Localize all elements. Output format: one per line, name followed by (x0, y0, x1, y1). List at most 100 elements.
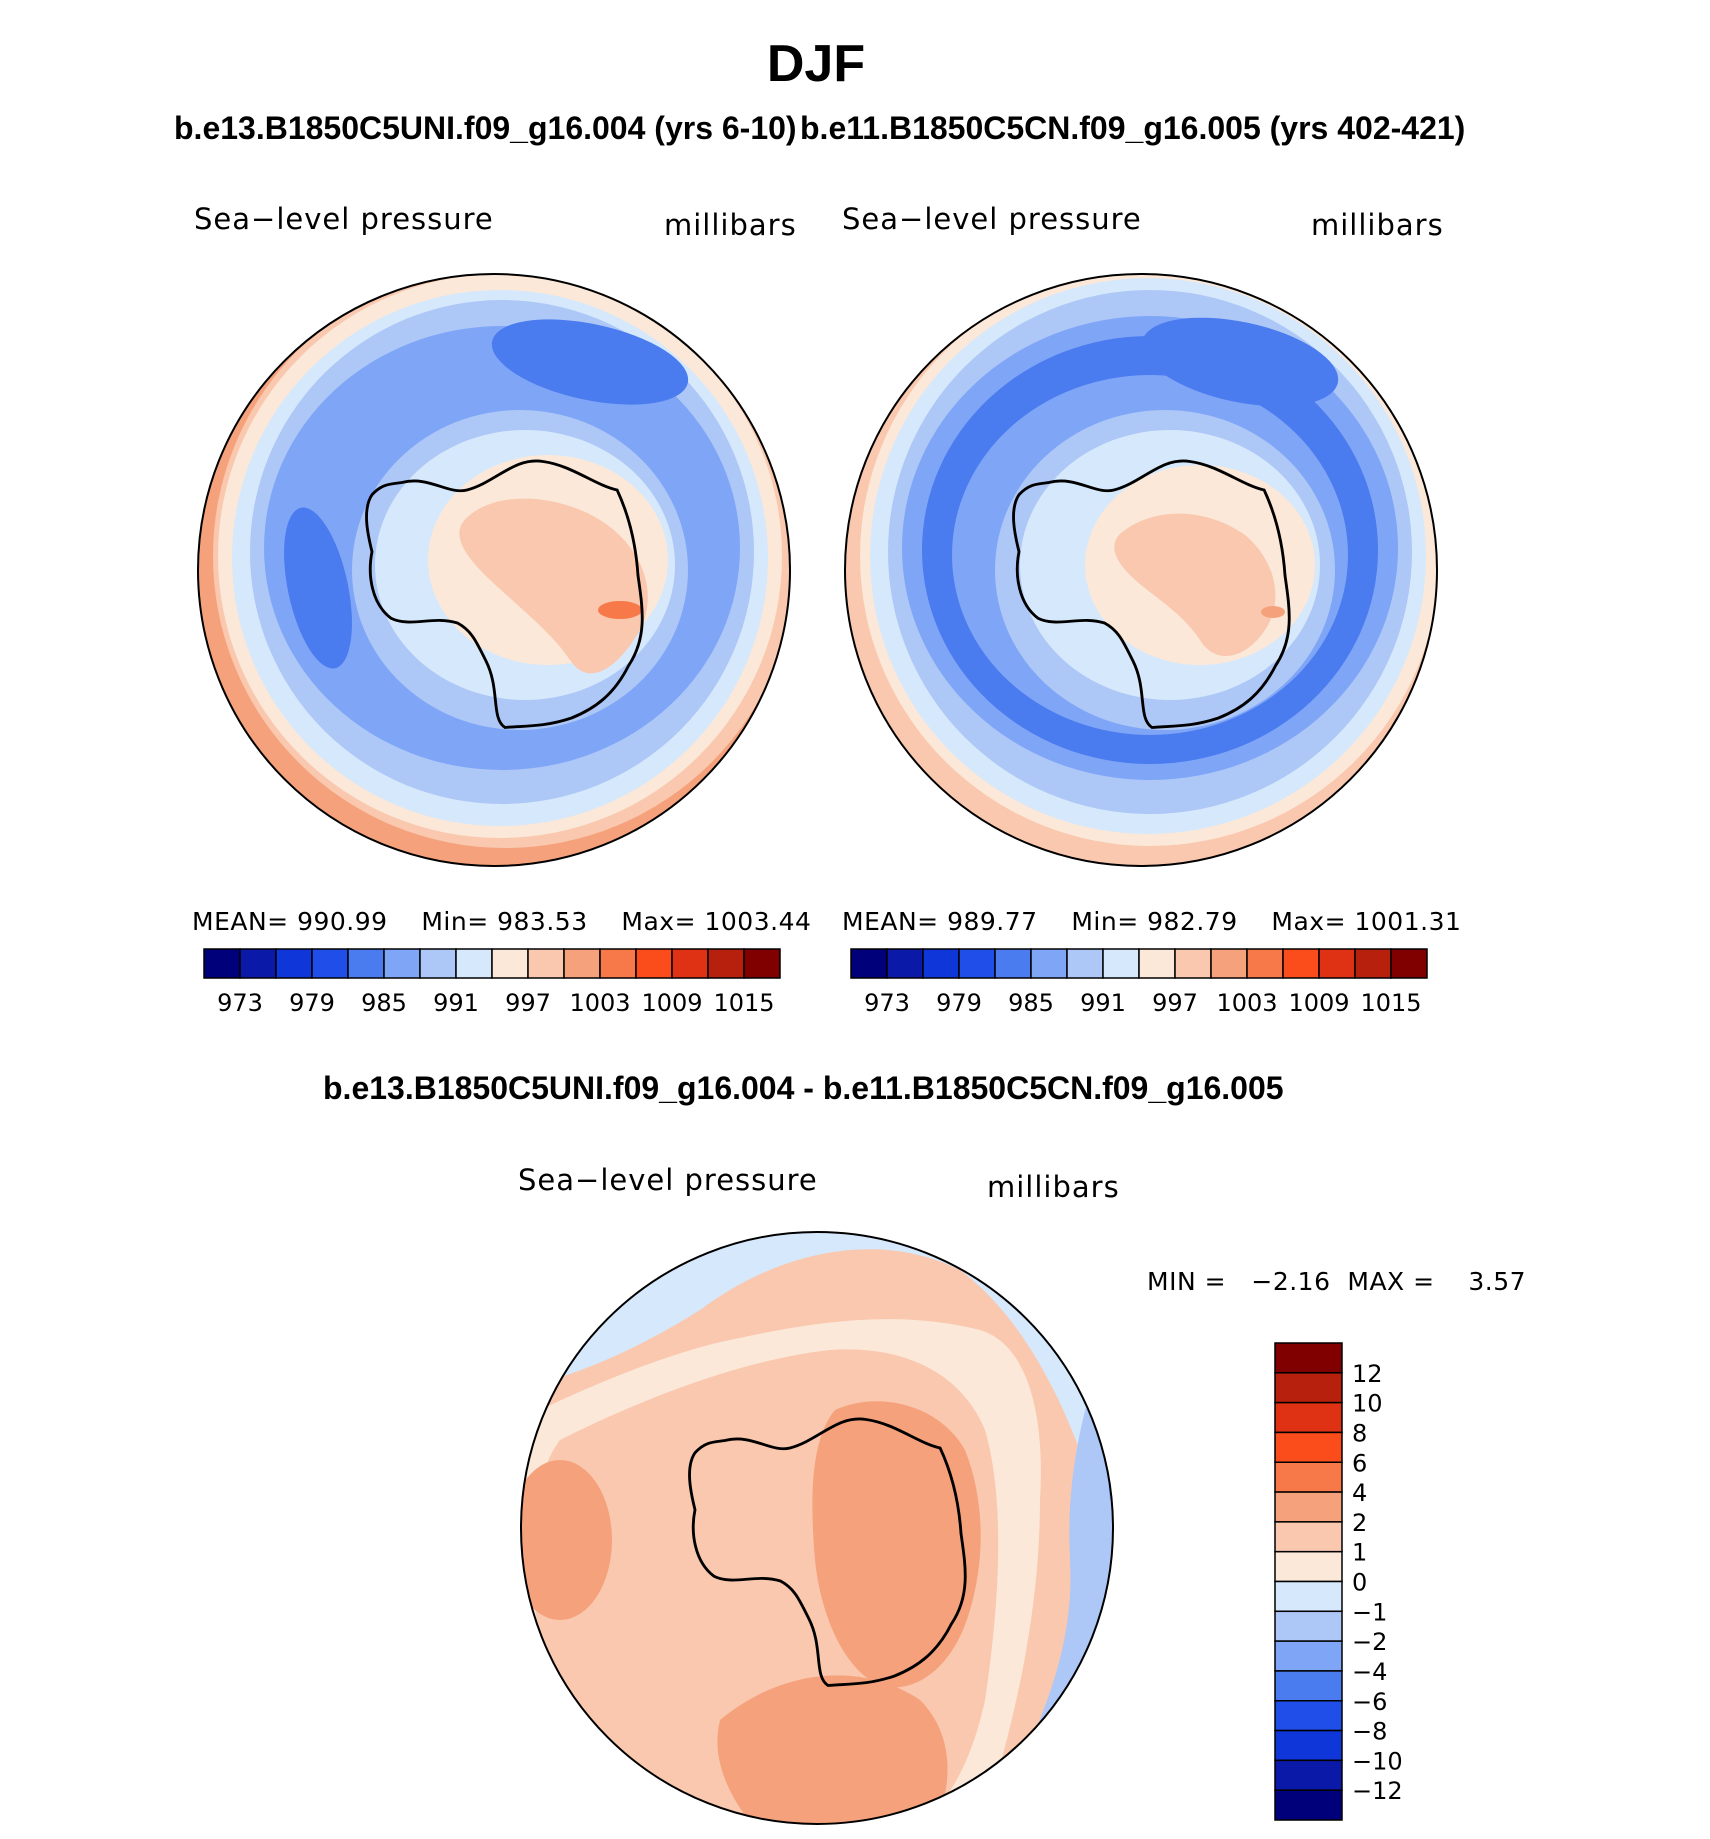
diff-colorbar-swatch (1274, 1461, 1343, 1493)
diff-colorbar-tick-label: 10 (1352, 1390, 1383, 1418)
diff-colorbar-tick-label: 0 (1352, 1569, 1367, 1597)
panel1-colorbar-swatch (563, 948, 601, 979)
panel2-units-label: millibars (1311, 208, 1444, 242)
diff-colorbar-swatch (1274, 1491, 1343, 1523)
panel2-colorbar: 973 979 985 991 997 1003 1009 1015 (850, 948, 1428, 1017)
diff-colorbar-swatch (1274, 1610, 1343, 1642)
panel1-colorbar-swatch (455, 948, 493, 979)
diff-colorbar-swatch (1274, 1342, 1343, 1374)
panel1-colorbar-tick-label: 991 (433, 989, 479, 1017)
panel2-max-value: 1001.31 (1354, 907, 1462, 936)
diff-colorbar-swatch (1274, 1670, 1343, 1702)
panel1-colorbar-swatch (239, 948, 277, 979)
panel2-colorbar-swatch (1030, 948, 1068, 979)
panel1-colorbar: 973 979 985 991 997 1003 1009 1015 (203, 948, 781, 1017)
panel2-colorbar-tick-label: 1015 (1360, 989, 1421, 1017)
diff-colorbar-tick-label: 4 (1352, 1479, 1367, 1507)
panel1-variable-label: Sea−level pressure (194, 202, 494, 236)
diff-colorbar-swatch (1274, 1550, 1343, 1583)
diff-colorbar-tick-label: 6 (1352, 1449, 1367, 1477)
diff-colorbar-tick-label: 8 (1352, 1419, 1367, 1447)
panel1-mean-label: MEAN= (192, 907, 289, 936)
panel2-variable-label: Sea−level pressure (842, 202, 1142, 236)
panel2-colorbar-swatch (1354, 948, 1392, 979)
panel1-colorbar-swatch (635, 948, 673, 979)
diff-variable-label: Sea−level pressure (518, 1163, 818, 1197)
panel2-colorbar-swatch (1246, 948, 1284, 979)
diff-minmax: MIN = −2.16 MAX = 3.57 (1147, 1267, 1527, 1296)
panel2-colorbar-swatch (1174, 948, 1212, 979)
panel2-colorbar-swatch (1138, 948, 1176, 979)
panel1-units-label: millibars (664, 208, 797, 242)
panel2-colorbar-swatch (958, 948, 996, 979)
diff-colorbar-tick-label: −8 (1352, 1718, 1387, 1746)
panel1-colorbar-tick-label: 1003 (569, 989, 630, 1017)
panel1-min-value: 983.53 (497, 907, 588, 936)
panel1-colorbar-swatch (275, 948, 313, 979)
diff-colorbar-swatch (1274, 1789, 1343, 1821)
diff-colorbar-tick-label: −1 (1352, 1598, 1387, 1626)
panel1-map-border (197, 273, 791, 867)
diff-colorbar-tick-label: 1 (1352, 1539, 1367, 1567)
panel2-colorbar-tick-label: 985 (1008, 989, 1054, 1017)
panel1-colorbar-swatch (671, 948, 709, 979)
panel2-map (845, 274, 1437, 866)
panel2-mean-value: 989.77 (947, 907, 1038, 936)
panel1-colorbar-tick-label: 1015 (713, 989, 774, 1017)
diff-title: b.e13.B1850C5UNI.f09_g16.004 - b.e11.B18… (323, 1070, 1284, 1106)
panel1-max-value: 1003.44 (704, 907, 812, 936)
panel2-mean-label: MEAN= (842, 907, 939, 936)
diff-colorbar-tick-label: −10 (1352, 1747, 1403, 1775)
panel2-colorbar-tick-label: 991 (1080, 989, 1126, 1017)
panel1-colorbar-swatch (419, 948, 457, 979)
panel1-colorbar-swatch (599, 948, 637, 979)
panel1-colorbar-swatch (203, 948, 241, 979)
diff-colorbar-tick-label: −6 (1352, 1688, 1387, 1716)
diff-colorbar-swatch (1274, 1729, 1343, 1762)
panel1-max-label: Max= (621, 907, 697, 936)
panel2-colorbar-tick-label: 1009 (1288, 989, 1349, 1017)
panel2-colorbar-swatch (994, 948, 1032, 979)
panel2-colorbar-swatch (850, 948, 888, 979)
panel2-colorbar-swatch (922, 948, 960, 979)
panel2-colorbar-swatch (1390, 948, 1428, 979)
diff-colorbar-tick-label: −12 (1352, 1777, 1403, 1805)
diff-colorbar-swatch (1274, 1700, 1343, 1732)
panel1-colorbar-swatch (707, 948, 745, 979)
panel2-max-label: Max= (1271, 907, 1347, 936)
panel2-colorbar-tick-label: 973 (864, 989, 910, 1017)
diff-colorbar-swatch (1274, 1640, 1343, 1672)
panel1-title: b.e13.B1850C5UNI.f09_g16.004 (yrs 6-10) (174, 110, 797, 146)
diff-colorbar-tick-label: 2 (1352, 1509, 1367, 1537)
panel2-colorbar-tick-label: 997 (1152, 989, 1198, 1017)
panel2-colorbar-tick-label: 1003 (1216, 989, 1277, 1017)
diff-colorbar-swatch (1274, 1401, 1343, 1434)
panel2-map-border (844, 273, 1438, 867)
diff-colorbar-tick-label: −4 (1352, 1658, 1387, 1686)
diff-map (521, 1232, 1113, 1824)
panel1-colorbar-swatch (383, 948, 421, 979)
diff-colorbar-swatch (1274, 1580, 1343, 1613)
panel2-min-label: Min= (1071, 907, 1139, 936)
panel2-colorbar-swatch (1066, 948, 1104, 979)
diff-colorbar-swatch (1274, 1759, 1343, 1791)
diff-map-border (520, 1231, 1114, 1825)
panel2-colorbar-swatch (886, 948, 924, 979)
panel1-colorbar-tick-label: 973 (217, 989, 263, 1017)
panel2-title: b.e11.B1850C5CN.f09_g16.005 (yrs 402-421… (800, 110, 1466, 146)
panel1-colorbar-swatch (311, 948, 349, 979)
panel1-colorbar-tick-label: 985 (361, 989, 407, 1017)
panel1-colorbar-tick-label: 997 (505, 989, 551, 1017)
diff-colorbar-tick-label: −2 (1352, 1628, 1387, 1656)
panel2-colorbar-swatch (1318, 948, 1356, 979)
panel1-colorbar-tick-label: 979 (289, 989, 335, 1017)
figure-title: DJF (766, 35, 866, 93)
panel1-colorbar-swatch (743, 948, 781, 979)
diff-colorbar-swatch (1274, 1431, 1343, 1463)
panel1-colorbar-swatch (491, 948, 529, 979)
panel1-map (198, 274, 790, 866)
panel2-colorbar-swatch (1282, 948, 1320, 979)
diff-colorbar-swatch (1274, 1521, 1343, 1553)
